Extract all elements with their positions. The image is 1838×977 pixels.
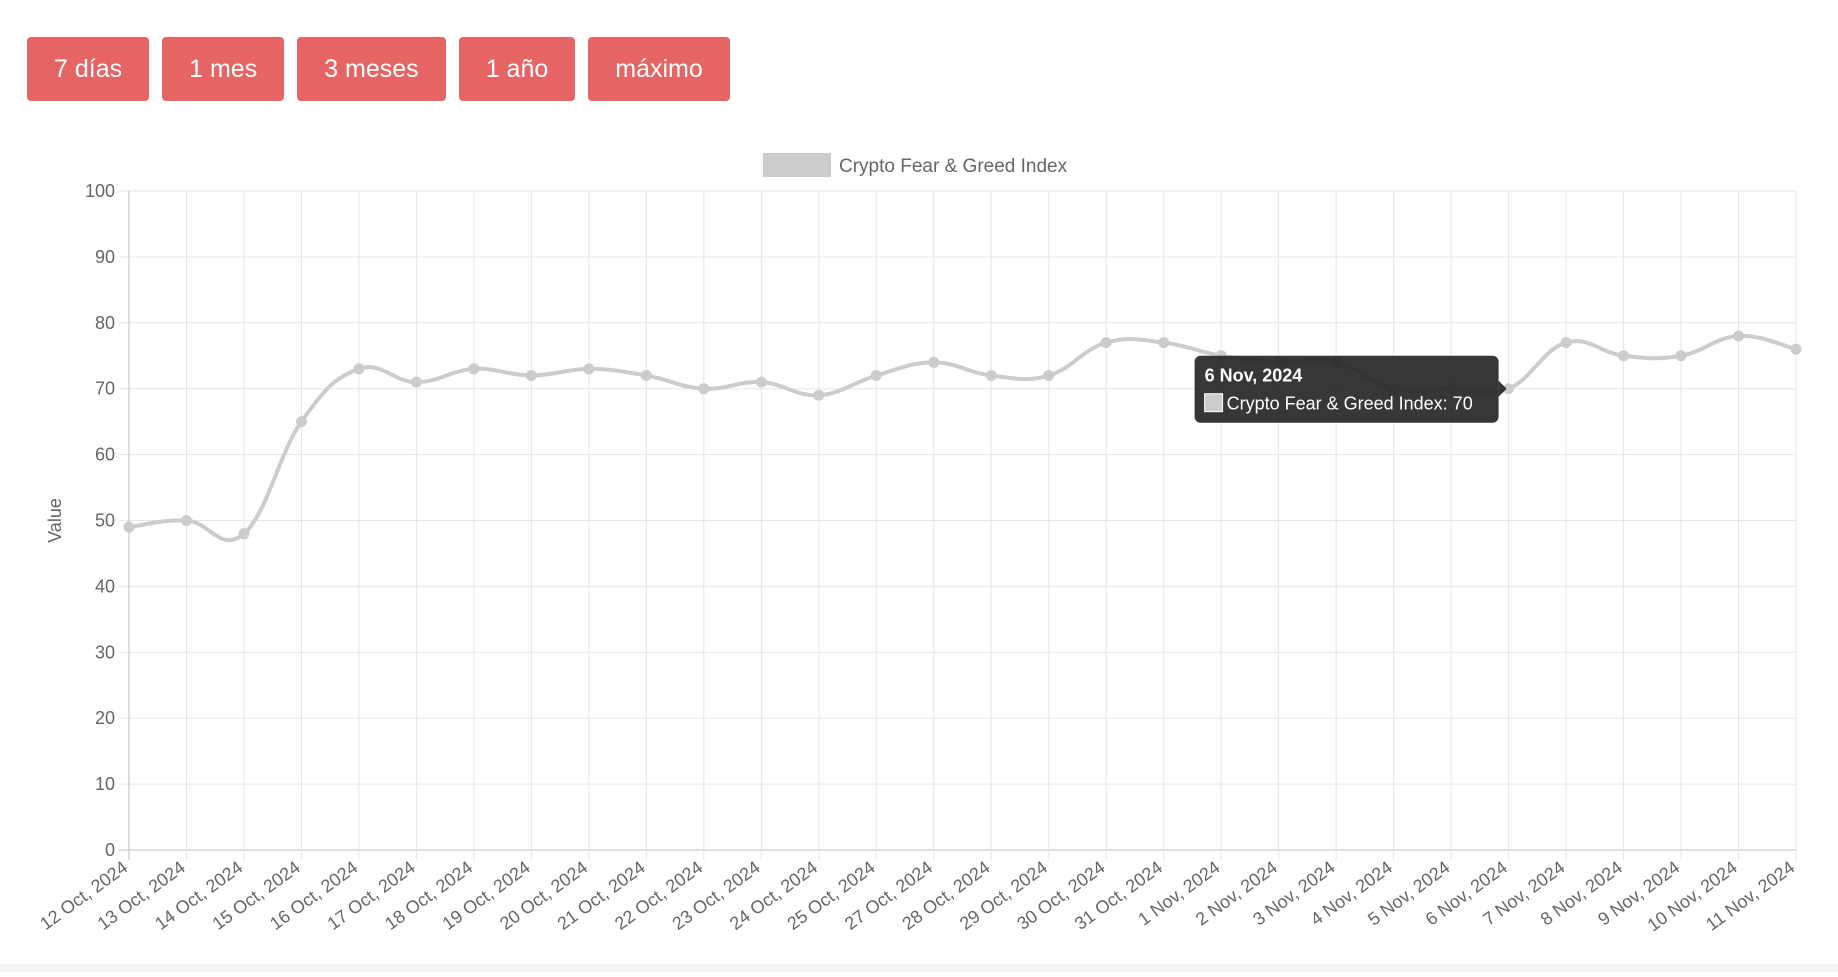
data-point[interactable] <box>871 371 881 381</box>
y-tick-label: 70 <box>95 379 115 399</box>
data-point[interactable] <box>584 364 594 374</box>
y-tick-label: 80 <box>95 313 115 333</box>
data-point[interactable] <box>526 371 536 381</box>
legend[interactable]: Crypto Fear & Greed Index <box>763 153 1068 177</box>
data-point[interactable] <box>354 364 364 374</box>
data-point[interactable] <box>929 357 939 367</box>
data-point[interactable] <box>1791 344 1801 354</box>
data-point[interactable] <box>699 384 709 394</box>
tooltip-body: Crypto Fear & Greed Index: 70 <box>1227 394 1473 414</box>
data-point[interactable] <box>1561 338 1571 348</box>
data-point[interactable] <box>1101 338 1111 348</box>
tooltip: 6 Nov, 2024 Crypto Fear & Greed Index: 7… <box>1195 356 1507 423</box>
series-line <box>129 336 1796 540</box>
y-tick-label: 90 <box>95 247 115 267</box>
y-tick-label: 50 <box>95 511 115 531</box>
data-point[interactable] <box>1734 331 1744 341</box>
data-point[interactable] <box>1676 351 1686 361</box>
y-axis-title: Value <box>45 498 65 543</box>
y-tick-label: 10 <box>95 774 115 794</box>
data-point[interactable] <box>469 364 479 374</box>
data-point[interactable] <box>239 529 249 539</box>
grid-layer <box>119 191 1796 860</box>
data-point[interactable] <box>411 377 421 387</box>
y-tick-label: 0 <box>105 840 115 860</box>
data-point[interactable] <box>986 371 996 381</box>
legend-swatch <box>763 153 831 177</box>
data-point[interactable] <box>1619 351 1629 361</box>
range-1m-button[interactable]: 1 mes <box>162 37 284 101</box>
data-point[interactable] <box>641 371 651 381</box>
data-point[interactable] <box>1159 338 1169 348</box>
data-point[interactable] <box>814 390 824 400</box>
legend-label: Crypto Fear & Greed Index <box>839 156 1068 177</box>
range-7d-button[interactable]: 7 días <box>27 37 149 101</box>
tooltip-title: 6 Nov, 2024 <box>1205 366 1303 386</box>
series-layer <box>124 331 1801 540</box>
y-tick-label: 30 <box>95 642 115 662</box>
page-footer-strip <box>0 964 1838 972</box>
time-range-selector: 7 días 1 mes 3 meses 1 año máximo <box>27 37 730 101</box>
range-3m-button[interactable]: 3 meses <box>297 37 445 101</box>
range-1y-button[interactable]: 1 año <box>459 37 576 101</box>
y-tick-label: 100 <box>85 181 115 201</box>
data-point[interactable] <box>181 516 191 526</box>
range-max-button[interactable]: máximo <box>588 37 730 101</box>
y-tick-label: 60 <box>95 445 115 465</box>
y-tick-label: 20 <box>95 708 115 728</box>
tooltip-caret <box>1499 381 1507 397</box>
data-point[interactable] <box>296 417 306 427</box>
tooltip-swatch <box>1205 394 1223 412</box>
y-tick-label: 40 <box>95 576 115 596</box>
data-point[interactable] <box>1044 371 1054 381</box>
data-point[interactable] <box>124 522 134 532</box>
data-point[interactable] <box>756 377 766 387</box>
